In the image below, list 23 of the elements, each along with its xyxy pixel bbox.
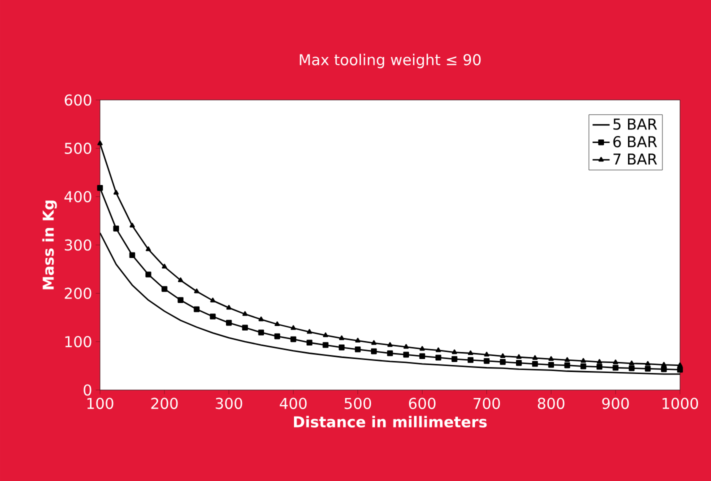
y-tick-label: 500 xyxy=(64,142,92,154)
x-tick-label: 200 xyxy=(151,398,178,410)
legend-label: 5 BAR xyxy=(613,118,657,130)
x-axis-title: Distance in millimeters xyxy=(294,416,487,428)
y-tick-label: 300 xyxy=(64,239,92,251)
y-tick-label: 100 xyxy=(65,336,92,348)
x-tick-label: 400 xyxy=(280,398,307,410)
x-tick-label: 600 xyxy=(409,398,436,410)
legend-label: 7 BAR xyxy=(614,154,657,165)
chart-subtitle: Max tooling weight ≤ 90 xyxy=(300,54,481,68)
x-tick-label: 700 xyxy=(474,398,500,410)
x-tick-label: 900 xyxy=(602,398,629,410)
x-tick-label: 800 xyxy=(538,398,564,410)
y-tick-label: 600 xyxy=(64,94,92,106)
x-tick-label: 500 xyxy=(344,398,372,410)
y-tick-label: 400 xyxy=(64,191,92,202)
legend-label: 6 BAR xyxy=(613,136,657,148)
x-tick-label: 100 xyxy=(87,398,114,410)
x-tick-label: 300 xyxy=(216,398,242,410)
y-axis-title: Mass in Kg xyxy=(42,200,57,290)
x-tick-label: 1000 xyxy=(662,398,698,410)
y-tick-label: 200 xyxy=(64,288,92,299)
y-tick-label: 0 xyxy=(84,384,92,396)
